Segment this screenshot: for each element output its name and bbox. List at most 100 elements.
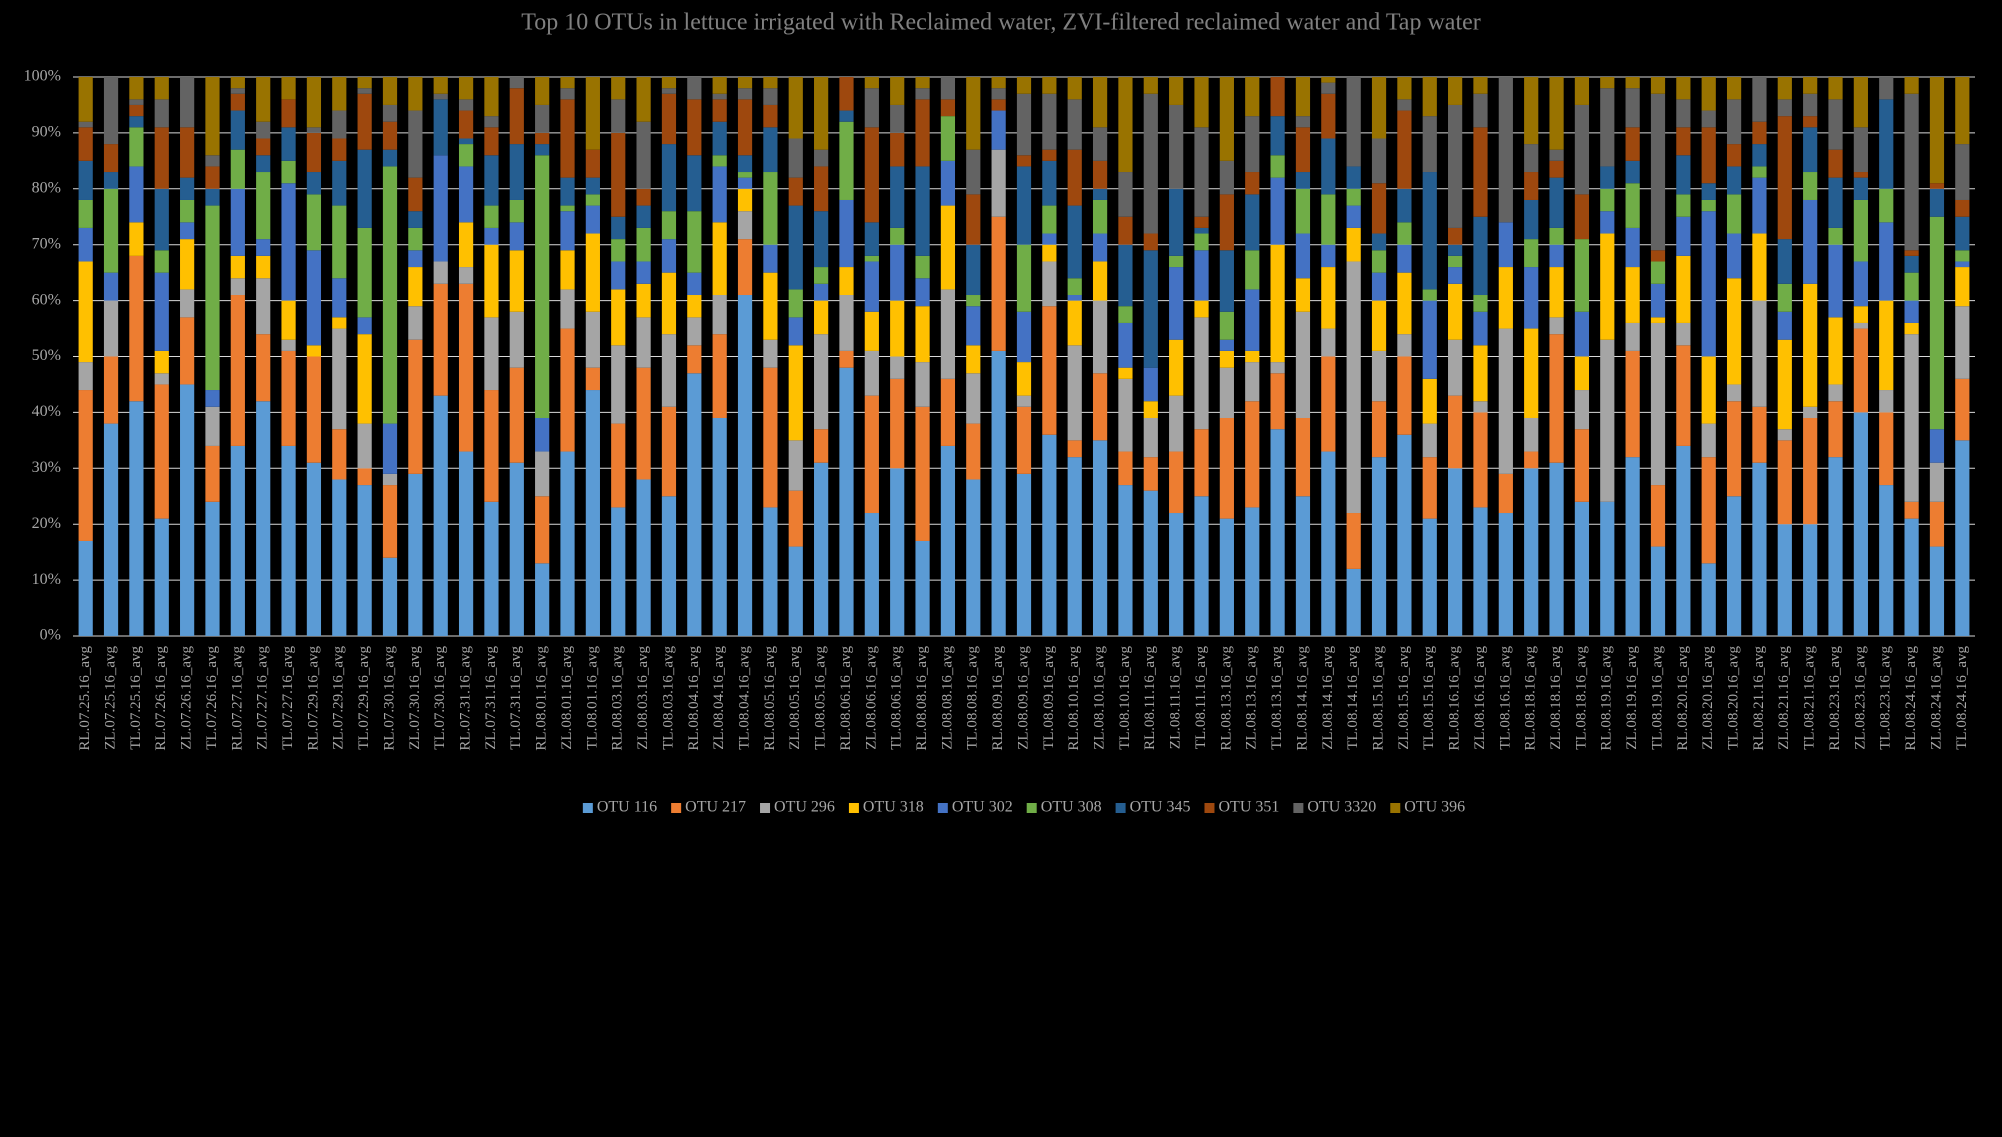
bar-segment [1473, 401, 1488, 413]
bar-segment [560, 77, 575, 89]
bar-segment [1371, 350, 1387, 402]
bar-segment [205, 166, 220, 189]
bar-segment [1853, 328, 1868, 413]
bar-segment [332, 205, 347, 279]
bar-segment [940, 205, 956, 290]
bar-segment [1752, 177, 1767, 234]
x-tick-label: TL.08.16.16_avg [1497, 646, 1513, 750]
bar-segment [458, 110, 474, 139]
bar-segment [1346, 188, 1361, 206]
bar-segment [814, 283, 829, 301]
bar-segment [661, 211, 677, 240]
x-tick-label: TL.08.10.16_avg [1117, 646, 1133, 750]
bar-segment [1422, 116, 1437, 173]
bar-segment [1600, 166, 1615, 189]
bar-segment [357, 149, 372, 228]
bar-segment [1625, 160, 1640, 184]
bar-segment [839, 199, 854, 268]
bar-segment [281, 339, 296, 351]
bar-segment [1118, 172, 1133, 217]
bar-segment [788, 440, 803, 491]
legend-label: OTU 351 [1218, 799, 1279, 816]
bar-segment [1321, 356, 1336, 452]
bar-segment [1701, 199, 1716, 212]
bar-segment [712, 295, 727, 335]
legend-label: OTU 217 [685, 799, 746, 816]
bar-segment [1245, 362, 1260, 402]
bar-segment [1524, 267, 1539, 329]
bar-segment [1473, 127, 1488, 217]
bar-segment [484, 390, 499, 502]
bar-segment [484, 155, 499, 206]
bar-segment [1600, 88, 1615, 167]
bar-segment [230, 255, 245, 279]
bar-segment [1067, 300, 1082, 346]
x-tick-label: RL.08.05.16_avg [762, 646, 778, 751]
bar-segment [332, 429, 347, 480]
bar-segment [814, 462, 829, 636]
bar-segment [281, 300, 296, 340]
bar-segment [306, 127, 322, 133]
bar-segment [129, 77, 144, 100]
bar-segment [585, 149, 600, 178]
bar-segment [1118, 244, 1133, 307]
bar-segment [737, 172, 753, 178]
bar-segment [256, 278, 271, 335]
bar-segment [78, 390, 93, 541]
bar-segment [966, 306, 981, 346]
bar-segment [1194, 250, 1209, 301]
bar-segment [1498, 222, 1513, 268]
bar-segment [230, 445, 245, 636]
bar-segment [78, 261, 93, 363]
bar-segment [1929, 546, 1945, 636]
bar-segment [737, 211, 753, 240]
bar-segment [1752, 144, 1767, 167]
bar-segment [687, 211, 702, 273]
bar-segment [78, 540, 93, 636]
bar-segment [1067, 99, 1082, 150]
bar-segment [890, 77, 905, 105]
bar-segment [1270, 77, 1285, 117]
bar-segment [737, 188, 753, 212]
bar-segment [1777, 311, 1792, 340]
x-tick-label: RL.08.18.16_avg [1523, 646, 1539, 751]
bar-segment [154, 272, 169, 351]
bar-segment [1397, 334, 1412, 357]
bar-segment [78, 127, 93, 161]
bar-segment [1042, 261, 1057, 307]
bar-segment [1448, 339, 1463, 396]
bar-segment [940, 116, 956, 161]
bar-segment [1371, 300, 1387, 351]
bar-segment [1879, 412, 1894, 486]
bar-segment [839, 350, 854, 368]
bar-segment [687, 295, 702, 318]
bar-segment [281, 445, 296, 636]
y-tick-label: 60% [32, 291, 61, 308]
bar-segment [382, 121, 398, 150]
bar-segment [1625, 350, 1640, 458]
bar-segment [1904, 77, 1919, 94]
bar-segment [560, 88, 575, 100]
x-tick-label: TL.08.20.16_avg [1726, 646, 1742, 750]
bar-segment [636, 367, 651, 480]
bar-segment [1270, 177, 1285, 245]
bar-segment [1397, 222, 1412, 245]
bar-segment [1777, 429, 1792, 441]
bar-segment [1143, 77, 1158, 94]
bar-segment [1625, 227, 1640, 268]
x-tick-label: RL.08.15.16_avg [1370, 646, 1386, 751]
bar-segment [1498, 328, 1513, 474]
x-tick-label: RL.08.03.16_avg [610, 646, 626, 751]
x-tick-label: ZL.08.06.16_avg [863, 646, 879, 750]
bar-segment [788, 317, 803, 346]
bar-segment [1473, 412, 1488, 508]
bar-segment [1422, 423, 1437, 458]
bar-segment [230, 278, 245, 296]
bar-segment [1777, 77, 1792, 100]
bar-segment [1904, 93, 1919, 251]
x-tick-label: ZL.07.30.16_avg [407, 646, 423, 750]
bar-segment [1625, 322, 1640, 351]
x-tick-label: RL.07.26.16_avg [153, 646, 169, 751]
bar-segment [1955, 199, 1970, 217]
bar-segment [1701, 423, 1716, 458]
